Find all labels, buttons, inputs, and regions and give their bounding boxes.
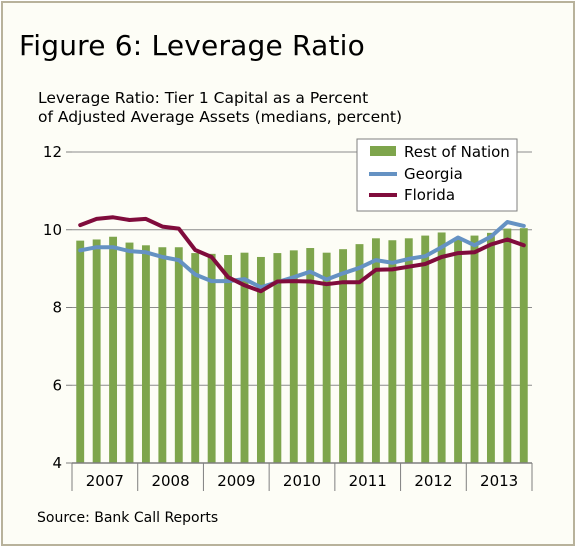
legend-label-florida: Florida xyxy=(404,186,455,204)
bar-rest-of-nation-5 xyxy=(158,247,167,463)
y-tick-label: 6 xyxy=(52,376,62,394)
bar-rest-of-nation-6 xyxy=(174,247,183,463)
series-lines xyxy=(78,215,526,294)
bar-rest-of-nation-24 xyxy=(470,235,479,463)
x-tick-label: 2013 xyxy=(480,472,518,490)
y-tick-label: 12 xyxy=(43,143,62,161)
legend-label-rest-of-nation: Rest of Nation xyxy=(404,143,510,161)
florida-line xyxy=(78,215,526,294)
chart-title: Leverage Ratio: Tier 1 Capital as a Perc… xyxy=(38,89,402,127)
y-axis-tick-labels: 4 6 8 10 12 xyxy=(43,143,62,472)
y-tick-label: 4 xyxy=(52,454,62,472)
bar-rest-of-nation-19 xyxy=(388,240,397,463)
legend-label-georgia: Georgia xyxy=(404,165,463,183)
y-tick-label: 10 xyxy=(43,221,62,239)
bar-rest-of-nation-26 xyxy=(503,228,512,463)
bar-rest-of-nation-12 xyxy=(273,253,282,463)
bar-rest-of-nation-13 xyxy=(289,250,298,463)
x-tick-label: 2008 xyxy=(151,472,189,490)
x-tick-label: 2012 xyxy=(414,472,452,490)
x-tick-label: 2007 xyxy=(86,472,124,490)
bar-rest-of-nation-7 xyxy=(191,253,200,463)
source-note: Source: Bank Call Reports xyxy=(37,510,219,526)
bar-rest-of-nation-22 xyxy=(437,232,446,463)
x-axis-tick-labels: 2007 2008 2009 2010 2011 2012 2013 xyxy=(86,472,518,490)
bar-rest-of-nation-16 xyxy=(339,249,348,463)
bar-rest-of-nation-2 xyxy=(109,236,118,463)
bar-rest-of-nation-21 xyxy=(421,235,430,463)
bar-rest-of-nation-14 xyxy=(306,248,315,463)
bar-rest-of-nation-10 xyxy=(240,252,249,463)
bar-rest-of-nation-11 xyxy=(256,256,265,463)
x-tick-label: 2009 xyxy=(217,472,255,490)
x-tick-label: 2010 xyxy=(283,472,321,490)
bar-rest-of-nation-27 xyxy=(519,228,528,463)
axes xyxy=(66,151,533,491)
bar-rest-of-nation-4 xyxy=(141,245,150,463)
bar-rest-of-nation-18 xyxy=(371,238,380,463)
georgia-line xyxy=(78,220,526,290)
rest-of-nation-bars xyxy=(76,228,528,463)
x-tick-label: 2011 xyxy=(349,472,387,490)
legend-swatch-rest-of-nation xyxy=(370,146,396,156)
chart-title-line-2: of Adjusted Average Assets (medians, per… xyxy=(38,108,403,126)
figure-title: Figure 6: Leverage Ratio xyxy=(19,29,365,62)
bar-rest-of-nation-23 xyxy=(454,237,463,463)
bar-rest-of-nation-17 xyxy=(355,244,364,463)
bar-rest-of-nation-3 xyxy=(125,242,134,463)
bar-rest-of-nation-8 xyxy=(207,253,216,463)
bar-rest-of-nation-15 xyxy=(322,252,331,463)
bar-rest-of-nation-1 xyxy=(92,239,101,463)
bar-rest-of-nation-0 xyxy=(76,240,85,463)
legend: Rest of Nation Georgia Florida xyxy=(356,138,518,212)
bar-rest-of-nation-25 xyxy=(486,232,495,463)
y-tick-label: 8 xyxy=(52,299,62,317)
chart-title-line-1: Leverage Ratio: Tier 1 Capital as a Perc… xyxy=(38,89,369,107)
bar-rest-of-nation-20 xyxy=(404,238,413,463)
bar-rest-of-nation-9 xyxy=(224,255,233,463)
